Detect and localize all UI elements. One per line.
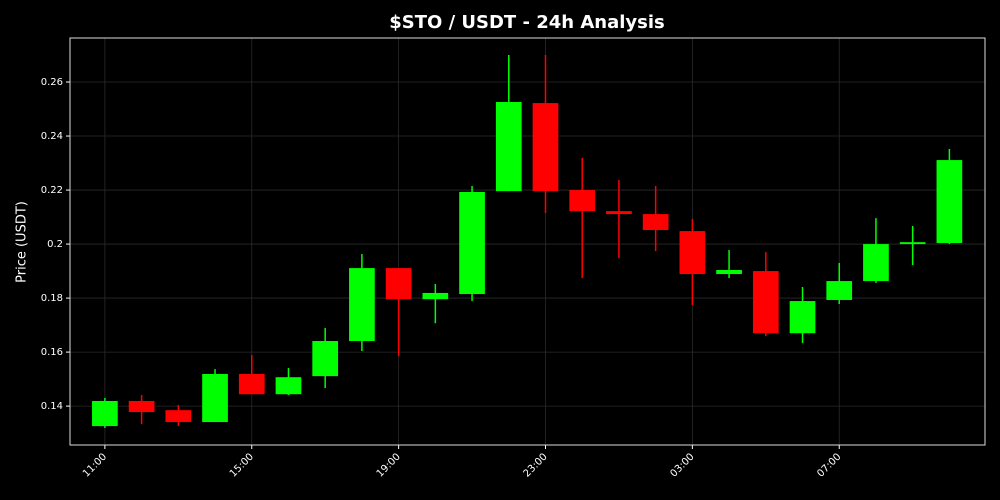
- candle-body: [312, 341, 339, 377]
- y-tick-label: 0.22: [41, 185, 63, 196]
- candle-body: [275, 377, 302, 395]
- candle-body: [385, 268, 412, 300]
- candle-body: [495, 102, 522, 192]
- candle-body: [92, 400, 118, 427]
- plot-frame: [69, 37, 986, 446]
- x-tick-label: 07:00: [815, 451, 843, 479]
- y-tick-label: 0.26: [41, 77, 63, 88]
- y-tick-label: 0.14: [41, 401, 63, 412]
- candle-body: [936, 160, 963, 243]
- candle-body: [752, 271, 779, 334]
- candle-body: [532, 103, 559, 192]
- chart-title: $STO / USDT - 24h Analysis: [389, 12, 665, 33]
- candle-body: [899, 242, 926, 245]
- candle-body: [826, 281, 853, 300]
- x-tick-label: 19:00: [375, 451, 403, 479]
- candle-body: [202, 373, 228, 423]
- candle-body: [459, 191, 485, 295]
- y-tick-label: 0.16: [41, 347, 63, 358]
- candle-body: [349, 268, 375, 342]
- candle-body: [569, 190, 596, 212]
- y-axis-label: Price (USDT): [15, 201, 30, 283]
- y-tick-label: 0.2: [47, 239, 63, 250]
- candle-body: [789, 301, 816, 334]
- candle-body: [238, 373, 265, 395]
- candle-body: [863, 244, 889, 282]
- candle-body: [679, 231, 706, 275]
- candle-body: [422, 292, 449, 300]
- y-tick-label: 0.18: [41, 293, 63, 304]
- candle-body: [716, 269, 742, 275]
- candle-body: [642, 214, 669, 231]
- x-tick-label: 11:00: [81, 451, 109, 479]
- x-tick-label: 03:00: [668, 451, 696, 479]
- y-tick-label: 0.24: [41, 131, 63, 142]
- candle-body: [606, 211, 632, 215]
- candle-body: [165, 410, 192, 423]
- candle-body: [128, 400, 155, 413]
- x-tick-label: 23:00: [522, 451, 550, 479]
- x-tick-label: 15:00: [228, 451, 256, 479]
